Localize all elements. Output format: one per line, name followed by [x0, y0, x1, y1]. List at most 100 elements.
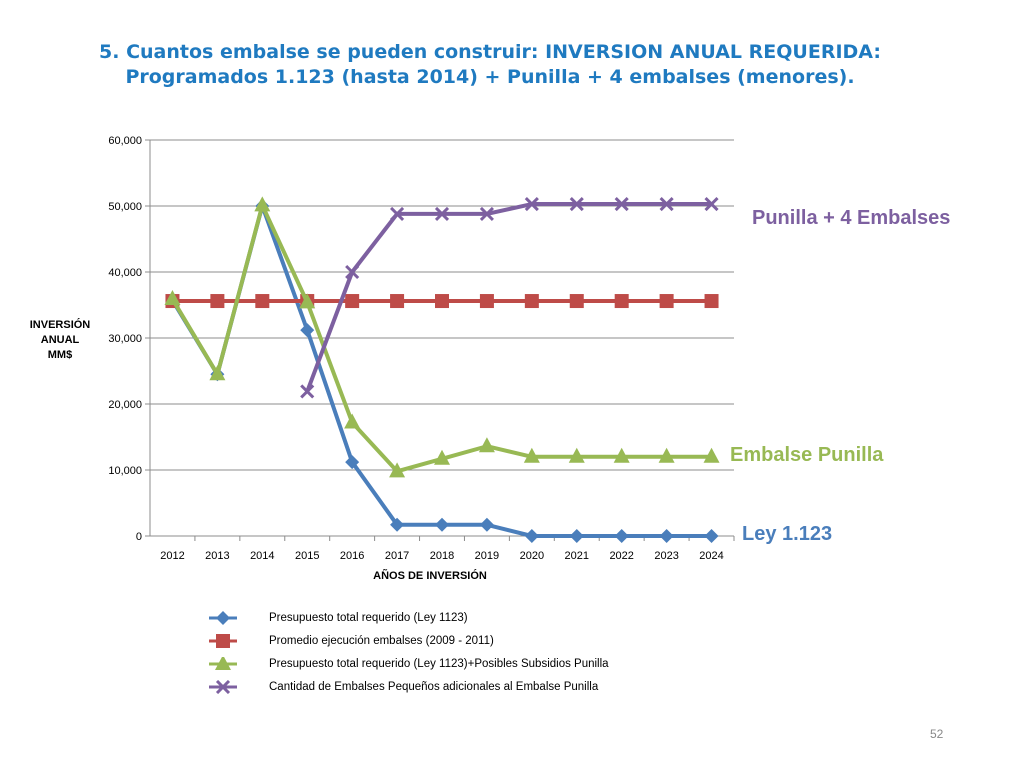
y-axis-label: INVERSIÓN ANUAL MM$: [20, 318, 100, 363]
data-point: [569, 294, 584, 309]
data-point: [164, 290, 181, 306]
y-tick-labels: 0 10,000 20,000 30,000 40,000 50,000 60,000: [108, 135, 142, 543]
data-point: [345, 264, 360, 280]
data-point: [614, 294, 629, 309]
legend-swatch-x: [209, 679, 237, 694]
data-point: [478, 437, 495, 453]
legend-swatch-triangle: [209, 656, 237, 670]
data-point: [479, 517, 494, 532]
series-3: [164, 196, 720, 478]
data-point: [434, 206, 450, 221]
series-line: [170, 204, 712, 538]
data-point: [523, 447, 540, 463]
axes: [145, 139, 735, 541]
data-point: [479, 206, 494, 221]
data-point: [704, 196, 719, 212]
legend-label: Presupuesto total requerido (Ley 1123)+P…: [269, 657, 609, 670]
annotation-ley-1123: Ley 1.123: [742, 523, 833, 545]
data-point: [389, 462, 406, 478]
data-point: [614, 529, 629, 543]
data-point: [344, 413, 361, 429]
legend-label: Promedio ejecución embalses (2009 - 2011…: [269, 634, 494, 647]
x-tick-label: 2013: [205, 550, 229, 562]
x-tick-label: 2023: [654, 550, 678, 562]
data-point: [658, 447, 675, 463]
data-point: [300, 384, 315, 399]
legend-marker: [216, 610, 230, 625]
data-point: [703, 447, 720, 463]
data-point: [613, 447, 630, 463]
series-4: [300, 196, 719, 399]
x-tick-label: 2014: [250, 550, 274, 562]
annotation-punilla-4-embalses: Punilla + 4 Embalses: [752, 207, 951, 229]
data-point: [435, 517, 449, 532]
y-tick-label: 60,000: [108, 135, 142, 147]
x-tick-label: 2012: [160, 550, 184, 562]
data-point: [299, 293, 316, 309]
legend-label: Presupuesto total requerido (Ley 1123): [269, 611, 468, 624]
series-2: [165, 294, 719, 309]
x-tick-label: 2016: [340, 550, 364, 562]
data-point: [659, 294, 674, 309]
page-number: 52: [930, 727, 944, 741]
legend-item: Presupuesto total requerido (Ley 1123): [207, 606, 609, 629]
data-point: [659, 196, 674, 212]
data-point: [435, 294, 449, 309]
y-tick-label: 10,000: [108, 465, 142, 477]
data-point: [210, 294, 225, 309]
title-line-1: 5. Cuantos embalse se pueden construir: …: [99, 41, 881, 63]
data-point: [614, 196, 629, 212]
y-tick-label: 50,000: [108, 201, 142, 213]
x-tick-label: 2020: [520, 550, 544, 562]
data-point: [254, 196, 271, 212]
series-group: [164, 196, 720, 543]
data-point: [390, 517, 405, 532]
x-tick-label: 2024: [699, 550, 723, 562]
x-tick-label: 2015: [295, 550, 319, 562]
data-point: [209, 365, 226, 381]
data-point: [569, 529, 584, 543]
data-point: [568, 447, 585, 463]
data-point: [390, 294, 405, 309]
data-point: [704, 529, 719, 543]
legend-marker: [215, 656, 231, 670]
data-point: [479, 294, 494, 309]
legend-item: Presupuesto total requerido (Ley 1123)+P…: [207, 652, 609, 675]
data-point: [345, 294, 360, 309]
line-chart: 0 10,000 20,000 30,000 40,000 50,000 60,000 20…: [108, 135, 735, 562]
data-point: [659, 529, 674, 543]
x-tick-label: 2021: [565, 550, 589, 562]
x-tick-label: 2018: [430, 550, 454, 562]
data-point: [704, 294, 719, 309]
x-tick-label: 2022: [609, 550, 633, 562]
legend-swatch-diamond: [209, 610, 237, 625]
legend-label: Cantidad de Embalses Pequeños adicionale…: [269, 680, 599, 693]
legend-item: Cantidad de Embalses Pequeños adicionale…: [207, 675, 609, 698]
y-tick-label: 20,000: [108, 399, 142, 411]
data-point: [524, 196, 539, 212]
x-tick-label: 2017: [385, 550, 409, 562]
series-line: [305, 202, 712, 393]
data-point: [255, 294, 270, 309]
y-tick-label: 30,000: [108, 333, 142, 345]
data-point: [390, 206, 405, 221]
y-axis-label-line: ANUAL: [40, 334, 80, 346]
x-tick-labels: 2012 2013 2014 2015 2016 2017 2018 2019 2020 2021…: [160, 550, 724, 562]
grid-lines: [150, 139, 734, 471]
data-point: [300, 323, 315, 338]
legend-item: Promedio ejecución embalses (2009 - 2011…: [207, 629, 609, 652]
legend: Presupuesto total requerido (Ley 1123) P…: [207, 606, 609, 698]
data-point: [524, 529, 539, 543]
data-point: [524, 294, 539, 309]
x-axis-label: AÑOS DE INVERSIÓN: [373, 570, 487, 582]
legend-marker: [216, 633, 230, 648]
y-tick-label: 40,000: [108, 267, 142, 279]
legend-marker: [215, 679, 231, 694]
data-point: [569, 196, 584, 212]
y-tick-label: 0: [136, 531, 142, 543]
data-point: [434, 449, 450, 465]
slide-title: 5. Cuantos embalse se pueden construir: …: [40, 40, 940, 90]
x-tick-label: 2019: [475, 550, 499, 562]
legend-swatch-square: [209, 633, 237, 648]
y-axis-label-line: INVERSIÓN: [29, 319, 91, 331]
